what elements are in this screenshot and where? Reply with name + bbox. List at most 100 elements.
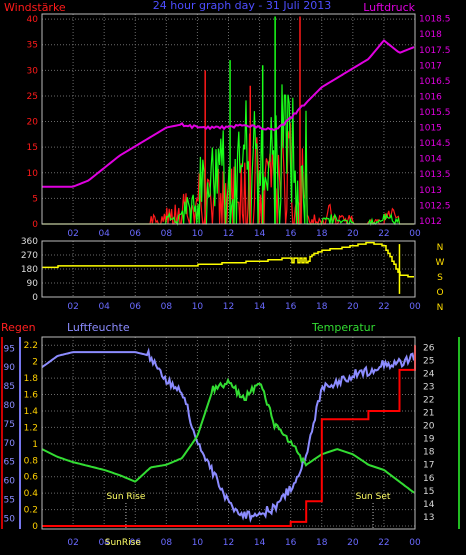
pressure-y-tick: 1018 [419,30,442,40]
rain-y-tick: 0 [32,522,38,532]
direction-x-tick: 16 [285,302,297,312]
pressure-y-tick: 1015 [419,124,442,134]
wind-y-tick: 10 [27,169,39,179]
temperature-y-tick: 21 [423,409,434,419]
climate-frame [41,336,416,530]
climate-x-tick: 18 [316,538,328,548]
compass-label: O [436,288,443,298]
compass-label: W [436,258,445,268]
temperature-y-tick: 17 [423,461,434,471]
wind-x-tick: 20 [347,229,359,239]
rain-y-tick: 0.2 [24,506,38,516]
wind-y-tick: 15 [27,143,38,153]
temperature-y-tick: 23 [423,383,434,393]
climate-x-tick: 22 [378,538,389,548]
direction-x-tick: 22 [378,302,389,312]
chart-title: 24 hour graph day - 31 Juli 2013 [153,0,331,12]
climate-x-tick: 14 [254,538,266,548]
wind-y-tick: 5 [32,194,38,204]
climate-x-tick: 08 [161,538,173,548]
rain-y-tick: 1.6 [24,391,39,401]
rain-y-tick: 0.4 [24,489,39,499]
wind-pressure-frame [41,13,416,225]
rain-y-tick: 2 [32,358,38,368]
wind-pressure-tick-labels: 051015202530354010121012.510131013.51014… [27,15,451,239]
pressure-y-tick: 1016.5 [419,77,451,87]
climate-x-tick: 20 [347,538,359,548]
pressure-y-tick: 1017.5 [419,46,451,56]
temperature-y-tick: 14 [423,500,435,510]
wind-x-tick: 12 [223,229,234,239]
climate-x-tick: 10 [192,538,204,548]
climate-x-tick: 02 [67,538,78,548]
direction-x-tick: 00 [409,302,421,312]
direction-x-tick: 14 [254,302,266,312]
pressure-y-tick: 1013.5 [419,170,451,180]
direction-x-tick: 02 [67,302,78,312]
humidity-y-tick: 80 [4,401,16,411]
pressure-y-tick: 1014 [419,155,442,165]
wind-direction-frame [41,240,416,298]
temperature-y-tick: 24 [423,369,435,379]
direction-y-tick: 270 [21,251,38,261]
pressure-y-tick: 1015.5 [419,108,451,118]
pressure-y-tick: 1017 [419,61,442,71]
rain-line [42,345,416,527]
climate-tick-labels: 0 0.2 0.4 0.6 0.8 1 1.2 1.4 1.6 1.8 2 2.2 50 55 60 65 70… [1,337,460,548]
direction-x-tick: 12 [223,302,234,312]
temperature-y-tick: 15 [423,487,434,497]
rain-y-tick: 0.8 [24,456,39,466]
wind-x-tick: 04 [98,229,110,239]
direction-y-tick: 90 [27,279,39,289]
wind-x-tick: 22 [378,229,389,239]
pressure-y-tick: 1012 [419,217,442,227]
temperature-y-tick: 20 [423,422,435,432]
humidity-y-tick: 75 [4,420,15,430]
direction-y-tick: 360 [21,237,38,247]
wind-y-tick: 40 [27,15,39,25]
humidity-y-tick: 95 [4,344,15,354]
humidity-y-tick: 60 [4,477,16,487]
humidity-y-tick: 55 [4,496,15,506]
wind-axis-title: Windstärke [4,1,66,14]
pressure-y-tick: 1014.5 [419,139,451,149]
direction-y-tick: 0 [32,293,38,303]
climate-x-tick: 12 [223,538,234,548]
pressure-y-tick: 1016 [419,92,442,102]
climate-x-tick: 16 [285,538,297,548]
rain-axis-title: Regen [1,321,36,334]
humidity-y-tick: 90 [4,363,16,373]
pressure-y-tick: 1018.5 [419,15,451,25]
temperature-y-tick: 16 [423,474,435,484]
direction-x-tick: 06 [130,302,142,312]
wind-x-tick: 16 [285,229,297,239]
temperature-axis-title: Temperatur [311,321,376,334]
pressure-y-tick: 1012.5 [419,201,451,211]
climate-x-tick: 00 [409,538,421,548]
wind-direction-grid [42,241,416,297]
direction-x-tick: 10 [192,302,204,312]
direction-x-tick: 18 [316,302,328,312]
wind-y-tick: 0 [32,220,38,230]
wind-direction-series [42,241,414,294]
rain-y-tick: 1.4 [24,407,39,417]
humidity-y-tick: 70 [4,439,16,449]
wind-direction-line [42,241,414,278]
pressure-y-tick: 1013 [419,186,442,196]
sunrise-axis-label: SunRise [105,538,142,548]
wind-y-tick: 20 [27,118,39,128]
direction-x-tick: 20 [347,302,359,312]
wind-x-tick: 08 [161,229,173,239]
compass-label: N [437,303,444,313]
wind-x-tick: 02 [67,229,78,239]
climate-x-tick: 04 [98,538,110,548]
temperature-y-tick: 25 [423,356,434,366]
rain-y-tick: 1.8 [24,374,39,384]
temperature-y-tick: 18 [423,448,435,458]
temperature-y-tick: 13 [423,513,434,523]
sun-annotation: Sun Set [356,492,391,502]
humidity-y-tick: 50 [4,514,16,524]
humidity-axis-title: Luftfeuchte [67,321,130,334]
climate-series [41,345,416,527]
